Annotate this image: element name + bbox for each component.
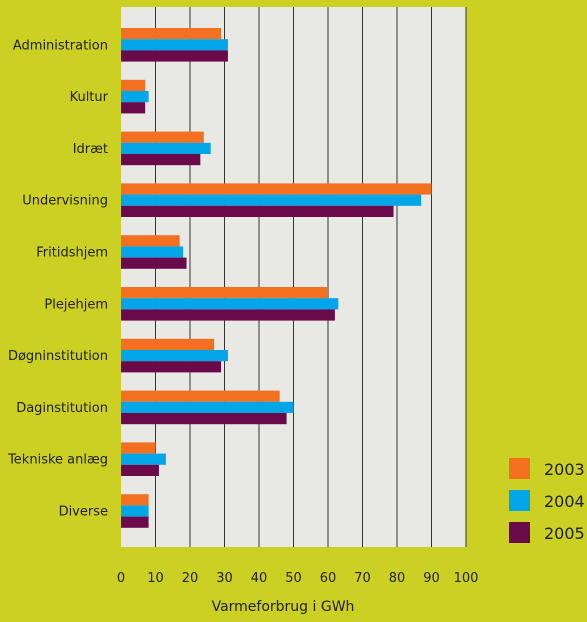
bar-2003-8 xyxy=(121,442,156,454)
legend-label-2003: 2003 xyxy=(544,460,585,479)
category-label: Diverse xyxy=(59,505,108,520)
x-tick-70: 70 xyxy=(354,571,371,586)
x-tick-20: 20 xyxy=(182,571,199,586)
x-tick-100: 100 xyxy=(454,571,479,586)
x-axis-title: Varmeforbrug i GWh xyxy=(212,599,355,615)
x-tick-0: 0 xyxy=(117,571,125,586)
bar-2004-3 xyxy=(121,194,422,206)
bar-2004-5 xyxy=(121,298,339,310)
bar-2005-5 xyxy=(121,309,335,321)
category-label: Døgninstitution xyxy=(8,349,108,364)
category-label: Administration xyxy=(13,38,108,53)
bar-2003-9 xyxy=(121,494,149,506)
bar-2004-9 xyxy=(121,505,149,517)
bar-2003-6 xyxy=(121,338,215,350)
bar-2004-2 xyxy=(121,142,211,154)
legend-label-2005: 2005 xyxy=(544,524,585,543)
category-label: Plejehjem xyxy=(44,297,108,312)
bar-2005-1 xyxy=(121,102,146,114)
x-tick-40: 40 xyxy=(251,571,268,586)
bar-2005-7 xyxy=(121,413,287,425)
bar-2005-6 xyxy=(121,361,222,373)
bar-2005-3 xyxy=(121,205,394,217)
legend-label-2004: 2004 xyxy=(544,492,585,511)
bars xyxy=(121,28,432,528)
legend-swatch-2004 xyxy=(509,490,530,511)
bar-2004-4 xyxy=(121,246,184,258)
bar-2004-6 xyxy=(121,350,228,362)
bar-2003-7 xyxy=(121,390,280,402)
category-label: Idræt xyxy=(73,142,108,157)
category-label: Tekniske anlæg xyxy=(7,453,108,468)
bar-2003-4 xyxy=(121,235,180,247)
bar-2003-3 xyxy=(121,183,432,195)
x-tick-labels: 0 10 20 30 40 50 60 70 80 90 100 xyxy=(117,571,479,586)
x-tick-30: 30 xyxy=(216,571,233,586)
bar-2005-4 xyxy=(121,257,187,269)
bar-2005-9 xyxy=(121,516,149,528)
category-labels: Administration Kultur Idræt Undervisning Fri… xyxy=(7,38,109,519)
bar-2003-5 xyxy=(121,287,328,299)
x-tick-80: 80 xyxy=(389,571,406,586)
x-tick-50: 50 xyxy=(285,571,302,586)
bar-2004-7 xyxy=(121,401,294,413)
category-label: Undervisning xyxy=(22,194,108,209)
bar-2004-1 xyxy=(121,91,149,103)
bar-2003-1 xyxy=(121,79,146,91)
x-tick-10: 10 xyxy=(147,571,164,586)
bar-2003-0 xyxy=(121,28,222,40)
category-label: Daginstitution xyxy=(16,401,108,416)
bar-2005-0 xyxy=(121,50,228,62)
legend-swatch-2003 xyxy=(509,458,530,479)
bar-2004-0 xyxy=(121,39,228,51)
category-label: Kultur xyxy=(70,90,109,105)
gridlines xyxy=(155,7,467,547)
category-label: Fritidshjem xyxy=(36,246,108,261)
legend-swatch-2005 xyxy=(509,522,530,543)
bar-2005-2 xyxy=(121,154,201,166)
legend: 2003 2004 2005 xyxy=(509,458,585,543)
x-tick-60: 60 xyxy=(320,571,337,586)
bar-2005-8 xyxy=(121,464,159,476)
bar-2003-2 xyxy=(121,131,204,143)
bar-2004-8 xyxy=(121,453,166,465)
x-tick-90: 90 xyxy=(423,571,440,586)
